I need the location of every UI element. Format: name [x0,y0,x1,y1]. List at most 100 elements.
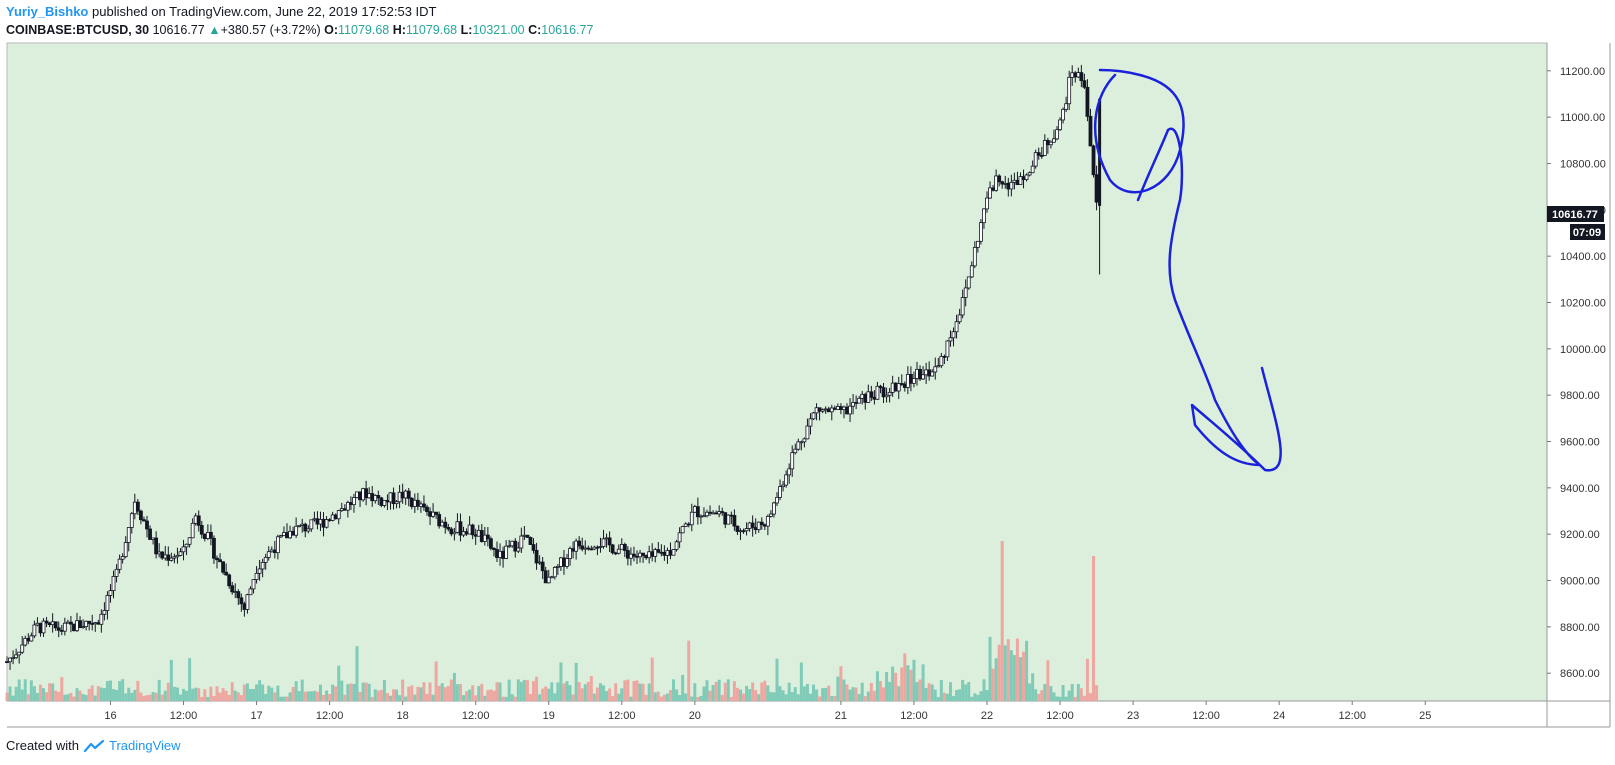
footer-brand-link[interactable]: TradingView [108,738,181,753]
volume-bar [105,681,109,701]
volume-bar [507,679,511,701]
candle-body [705,511,709,517]
candle-body [610,544,615,554]
candle-body [720,511,725,514]
candle-body [1024,174,1029,180]
volume-bar [979,691,983,701]
candle-body [400,491,405,499]
volume-bar [745,685,749,701]
candle-body [744,528,749,532]
volume-bar [952,696,956,701]
candle-body [504,545,509,559]
volume-bar [732,681,736,701]
volume-bar [322,694,326,701]
volume-bar [206,696,210,701]
volume-bar [209,686,213,701]
volume-bar [242,684,246,701]
candle-body [540,561,545,572]
candle-body [50,621,55,626]
candle-body [692,506,697,513]
x-tick-label: 18 [397,710,409,722]
volume-bar [991,668,995,701]
candle-body [921,374,925,380]
volume-bar [422,682,426,701]
candle-body [154,537,159,555]
volume-bar [270,687,274,701]
volume-bar [672,679,676,701]
candle-body [279,535,283,538]
volume-bar [261,684,265,701]
candle-body [358,491,362,501]
volume-bar [410,685,414,701]
volume-bar [532,681,536,701]
high-value: 11079.68 [405,23,458,37]
candle-body [945,340,950,358]
volume-bar [398,695,402,701]
candle-body [428,511,432,517]
candle-body [403,490,408,499]
volume-bar [355,646,359,701]
candle-body [966,276,971,289]
price-series [5,64,1102,670]
candle-body [1006,182,1011,190]
candle-body [205,532,210,539]
candle-body [111,576,116,591]
candle-body [607,537,612,546]
candle-body [352,497,356,506]
candle-body [1094,174,1099,203]
candle-body [902,383,907,388]
volume-bar [115,689,119,701]
volume-bar [617,693,621,701]
volume-bar [1015,638,1019,701]
drawing-annotation[interactable] [1094,68,1282,472]
volume-bar [188,658,192,701]
volume-bar [1092,556,1096,701]
x-tick-label: 19 [543,710,555,722]
volume-bar [760,682,764,701]
candle-body [196,515,201,526]
candle-body [717,511,722,515]
price-axis[interactable]: 11200.0011000.0010800.0010600.0010400.00… [1547,66,1606,680]
volume-bar [1095,685,1099,701]
candle-body [215,557,219,561]
volume-bar [221,688,225,701]
candle-body [863,393,868,403]
candle-body [881,387,886,398]
candle-body [1052,138,1056,143]
volume-bar [827,685,831,701]
volume-bar [915,682,919,701]
candle-body [312,518,317,521]
candle-body [139,510,143,521]
volume-bar [388,695,392,701]
volume-bar [976,694,980,701]
x-tick-label: 12:00 [462,710,490,722]
volume-bar [945,693,949,701]
author-link[interactable]: Yuriy_Bishko [6,4,89,19]
y-tick-label: 9400.00 [1560,483,1600,495]
candle-body [933,366,938,373]
candle-body [711,512,715,515]
volume-bar [906,665,910,701]
volume-bar [860,682,864,701]
volume-bar [102,688,106,701]
candle-body [872,396,877,400]
candle-body [379,497,384,506]
candle-body [56,627,61,631]
time-axis[interactable]: 16 12:00 17 12:00 18 12:00 19 12:00 20 21 12:00 22 1… [104,701,1431,722]
candle-body [927,369,932,377]
plot-area[interactable] [6,42,1548,702]
volume-bar [45,692,49,701]
candle-body [659,551,664,554]
volume-bar [191,688,195,701]
candle-body [765,515,770,527]
volume-bar [142,695,146,701]
candle-body [988,187,992,199]
candle-body [272,549,277,554]
volume-bar [1034,689,1038,701]
tradingview-logo-icon [83,739,105,752]
volume-bar [452,672,456,701]
volume-bar [331,684,335,701]
candle-body [233,591,238,593]
candle-body [263,556,268,563]
